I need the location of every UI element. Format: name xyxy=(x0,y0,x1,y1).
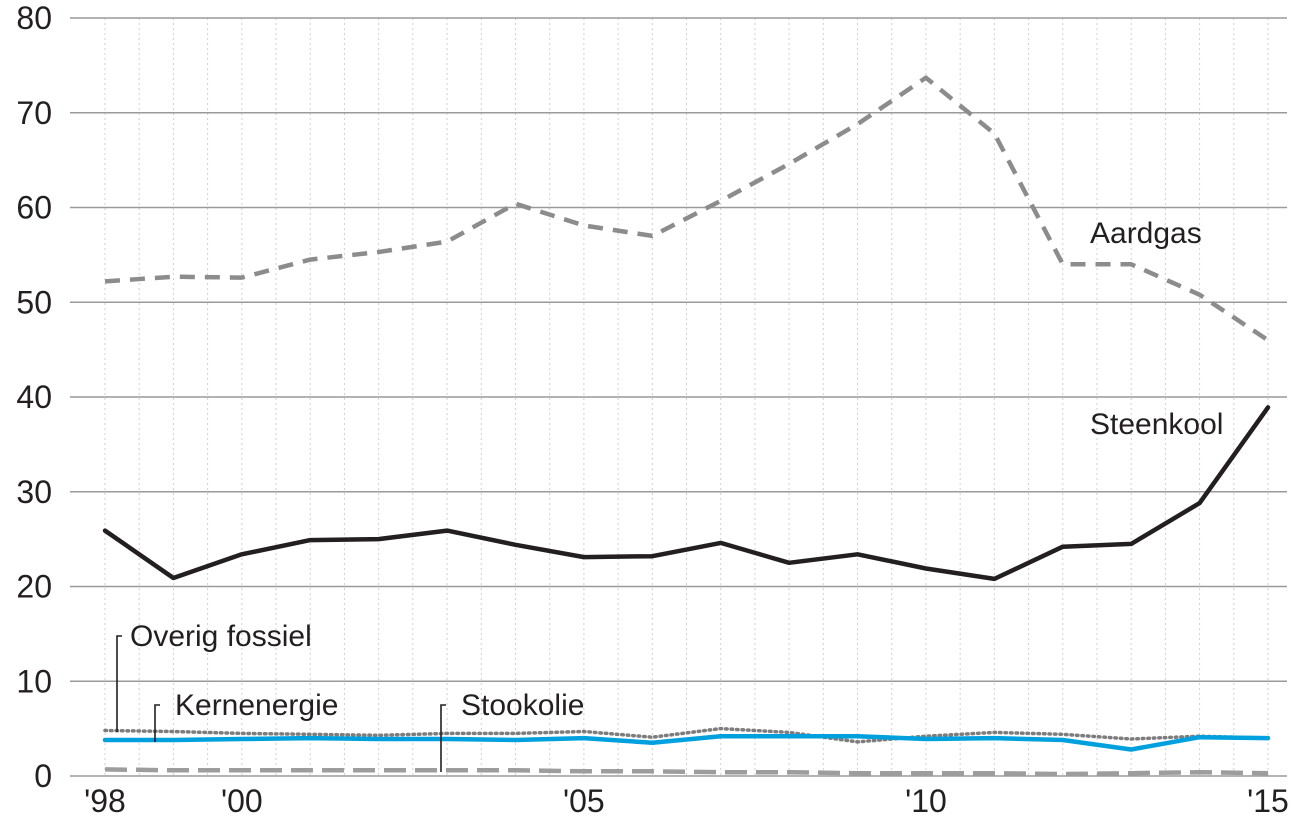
label-steenkool: Steenkool xyxy=(1090,408,1223,441)
y-tick-label: 40 xyxy=(16,379,52,415)
leader-overig-fossiel xyxy=(116,635,122,732)
y-tick-label: 10 xyxy=(16,663,52,699)
series-line-kernenergie xyxy=(102,733,1271,752)
x-tick-label: '05 xyxy=(563,783,605,819)
y-tick-label: 30 xyxy=(16,474,52,510)
label-overig-fossiel: Overig fossiel xyxy=(130,620,312,653)
x-tick-label: '15 xyxy=(1247,783,1289,819)
label-aardgas: Aardgas xyxy=(1090,217,1202,250)
grid xyxy=(70,17,1287,777)
y-axis-ticks: 0 10 20 30 40 50 60 70 80 xyxy=(16,0,52,794)
series-line-overig-fossiel xyxy=(103,726,1270,744)
y-tick-label: 50 xyxy=(16,284,52,320)
y-tick-label: 60 xyxy=(16,190,52,226)
y-tick-label: 0 xyxy=(34,758,52,794)
label-leaders xyxy=(116,635,446,772)
y-tick-label: 80 xyxy=(16,0,52,36)
x-axis-ticks: '98 '00 '05 '10 '15 xyxy=(84,783,1289,819)
series-line-aardgas xyxy=(104,75,1270,343)
y-tick-label: 20 xyxy=(16,569,52,605)
x-tick-label: '00 xyxy=(221,783,263,819)
label-stookolie: Stookolie xyxy=(461,689,584,722)
leader-stookolie xyxy=(440,704,446,772)
x-tick-label: '98 xyxy=(84,783,126,819)
leader-kernenergie xyxy=(154,704,160,742)
label-kernenergie: Kernenergie xyxy=(175,689,338,722)
series-line-steenkool xyxy=(102,405,1271,582)
y-tick-label: 70 xyxy=(16,95,52,131)
series-labels: Aardgas Steenkool Overig fossiel Kernene… xyxy=(130,217,1223,722)
series-line-stookolie xyxy=(104,767,1269,777)
series-lines xyxy=(102,75,1271,777)
x-tick-label: '10 xyxy=(905,783,947,819)
